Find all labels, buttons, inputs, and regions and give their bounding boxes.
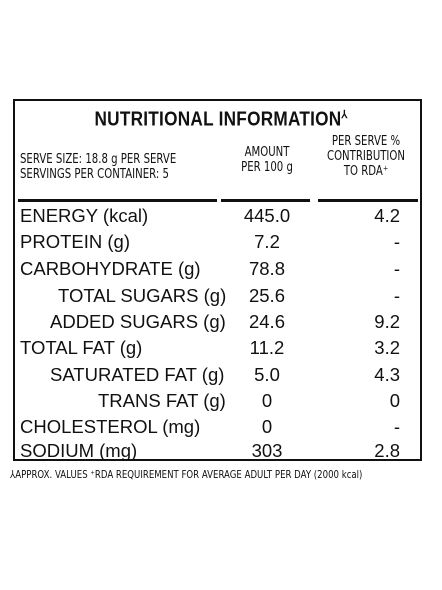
rda-value: 9.2 — [374, 311, 400, 332]
rda-value: - — [393, 231, 400, 252]
rda-column-header: PER SERVE % CONTRIBUTION TO RDA⁺ — [324, 134, 408, 179]
nutrient-label: SODIUM (mg) — [20, 440, 138, 461]
divider-label-column — [18, 199, 217, 202]
rda-value: - — [393, 416, 400, 437]
table-row: CARBOHYDRATE (g) 78.8 - — [0, 258, 442, 284]
nutrient-label: ENERGY (kcal) — [20, 205, 149, 226]
amount-header-line-2: PER 100 g — [241, 160, 293, 175]
table-row: ADDED SUGARS (g) 24.6 9.2 — [0, 311, 442, 337]
rda-header-line-1: PER SERVE % — [331, 134, 401, 149]
amount-value: 5.0 — [254, 364, 280, 385]
amount-value: 11.2 — [249, 337, 285, 358]
serve-size-text: SERVE SIZE: 18.8 g PER SERVE — [20, 152, 177, 167]
servings-text: SERVINGS PER CONTAINER: 5 — [20, 167, 169, 182]
nutrient-label: TOTAL SUGARS (g) — [58, 285, 227, 306]
amount-value: 303 — [251, 440, 283, 461]
table-row: SODIUM (mg) 303 2.8 — [0, 440, 442, 466]
amount-value: 24.6 — [248, 311, 285, 332]
amount-value: 78.8 — [248, 258, 285, 279]
rda-header-line-2: CONTRIBUTION — [326, 149, 405, 164]
amount-column-header: AMOUNT PER 100 g — [232, 145, 302, 175]
nutrient-label: TRANS FAT (g) — [98, 390, 226, 411]
nutrition-panel — [13, 99, 422, 461]
table-row: TOTAL FAT (g) 11.2 3.2 — [0, 337, 442, 363]
table-row: TOTAL SUGARS (g) 25.6 - — [0, 285, 442, 311]
nutrient-label: CARBOHYDRATE (g) — [20, 258, 201, 279]
amount-value: 0 — [261, 416, 273, 437]
title-text: NUTRITIONAL INFORMATION — [94, 108, 342, 131]
table-row: TRANS FAT (g) 0 0 — [0, 390, 442, 416]
table-row: ENERGY (kcal) 445.0 4.2 — [0, 205, 442, 231]
amount-value: 7.2 — [254, 231, 280, 252]
rda-value: 4.3 — [374, 364, 400, 385]
table-row: PROTEIN (g) 7.2 - — [0, 231, 442, 257]
panel-title: NUTRITIONAL INFORMATION⅄ — [31, 108, 411, 132]
rda-value: - — [393, 258, 400, 279]
divider-rda-column — [318, 199, 418, 202]
rda-value: 2.8 — [374, 440, 400, 461]
table-row: CHOLESTEROL (mg) 0 - — [0, 416, 442, 442]
footnote: ⅄APPROX. VALUES ⁺RDA REQUIREMENT FOR AVE… — [10, 468, 363, 481]
rda-header-line-3: TO RDA⁺ — [343, 164, 389, 179]
nutrient-label: TOTAL FAT (g) — [20, 337, 143, 358]
amount-header-line-1: AMOUNT — [244, 145, 290, 160]
nutrient-label: SATURATED FAT (g) — [50, 364, 225, 385]
title-mark: ⅄ — [341, 109, 348, 121]
rda-value: 4.2 — [374, 205, 400, 226]
nutrient-label: ADDED SUGARS (g) — [50, 311, 226, 332]
divider-amount-column — [221, 199, 310, 202]
serving-info: SERVE SIZE: 18.8 g PER SERVE SERVINGS PE… — [20, 152, 176, 182]
amount-value: 25.6 — [248, 285, 285, 306]
rda-value: - — [393, 285, 400, 306]
rda-value: 0 — [389, 390, 400, 411]
nutrient-label: CHOLESTEROL (mg) — [20, 416, 201, 437]
amount-value: 445.0 — [243, 205, 291, 226]
amount-value: 0 — [261, 390, 273, 411]
rda-value: 3.2 — [374, 337, 400, 358]
table-row: SATURATED FAT (g) 5.0 4.3 — [0, 364, 442, 390]
nutrient-label: PROTEIN (g) — [20, 231, 130, 252]
